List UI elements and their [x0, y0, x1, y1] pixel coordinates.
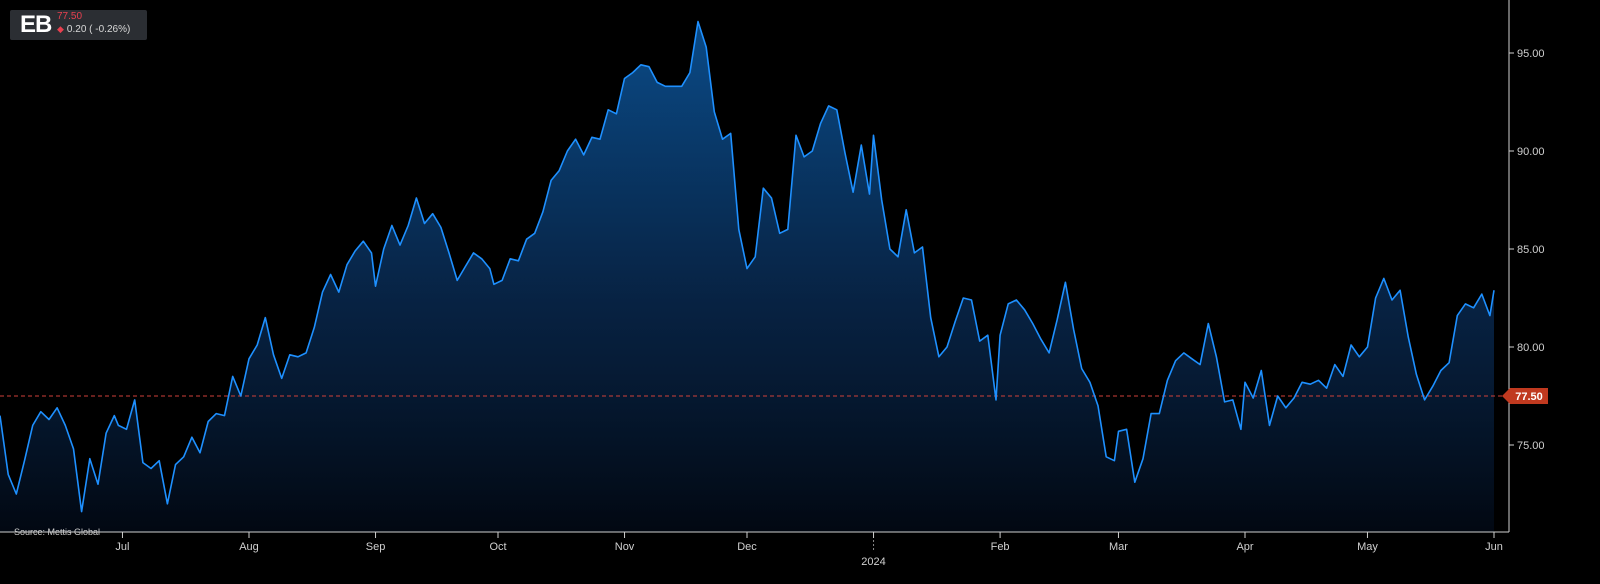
x-tick-label: Mar [1109, 541, 1128, 553]
x-tick-label: Sep [366, 541, 386, 553]
axes [0, 0, 1510, 533]
x-tick-label: Nov [615, 541, 635, 553]
y-tick-label: 95.00 [1517, 48, 1545, 60]
last-price-badge [1502, 388, 1548, 404]
x-tick-label: Aug [239, 541, 259, 553]
source-note: Source: Mettis Global [14, 527, 101, 537]
y-tick-label: 80.00 [1517, 342, 1545, 354]
y-axis-ticks: 75.00 80.00 85.00 90.00 95.00 [1509, 48, 1545, 452]
x-axis-ticks: Jul Aug Sep Oct Nov Dec 2024 Feb Mar Apr May Jun [115, 532, 1503, 568]
y-tick-label: 85.00 [1517, 244, 1545, 256]
plot-area [0, 20, 1509, 532]
down-triangle-icon: ◆ [57, 24, 64, 34]
x-tick-label-year: 2024 [861, 556, 885, 568]
x-tick-label: Jun [1485, 541, 1503, 553]
last-price-marker: 77.50 [1502, 388, 1548, 404]
x-tick-label: Jul [115, 541, 129, 553]
y-tick-label: 75.00 [1517, 440, 1545, 452]
ticker-symbol: EB [20, 11, 52, 38]
y-tick-label: 90.00 [1517, 146, 1545, 158]
ticker-change-row: ◆ 0.20 ( -0.26%) [57, 23, 130, 36]
last-price-label: 77.50 [1515, 391, 1543, 403]
x-tick-label: May [1357, 541, 1378, 553]
x-tick-label: Apr [1236, 541, 1253, 553]
x-tick-label: Dec [737, 541, 757, 553]
ticker-last-price: 77.50 [57, 11, 83, 22]
x-tick-label: Oct [489, 541, 506, 553]
ticker-change: 0.20 ( -0.26%) [66, 24, 131, 35]
price-line [0, 20, 1495, 513]
ticker-badge: EB 77.50 ◆ 0.20 ( -0.26%) [10, 10, 147, 40]
x-tick-label: Feb [991, 541, 1010, 553]
area-fill [0, 21, 1494, 532]
